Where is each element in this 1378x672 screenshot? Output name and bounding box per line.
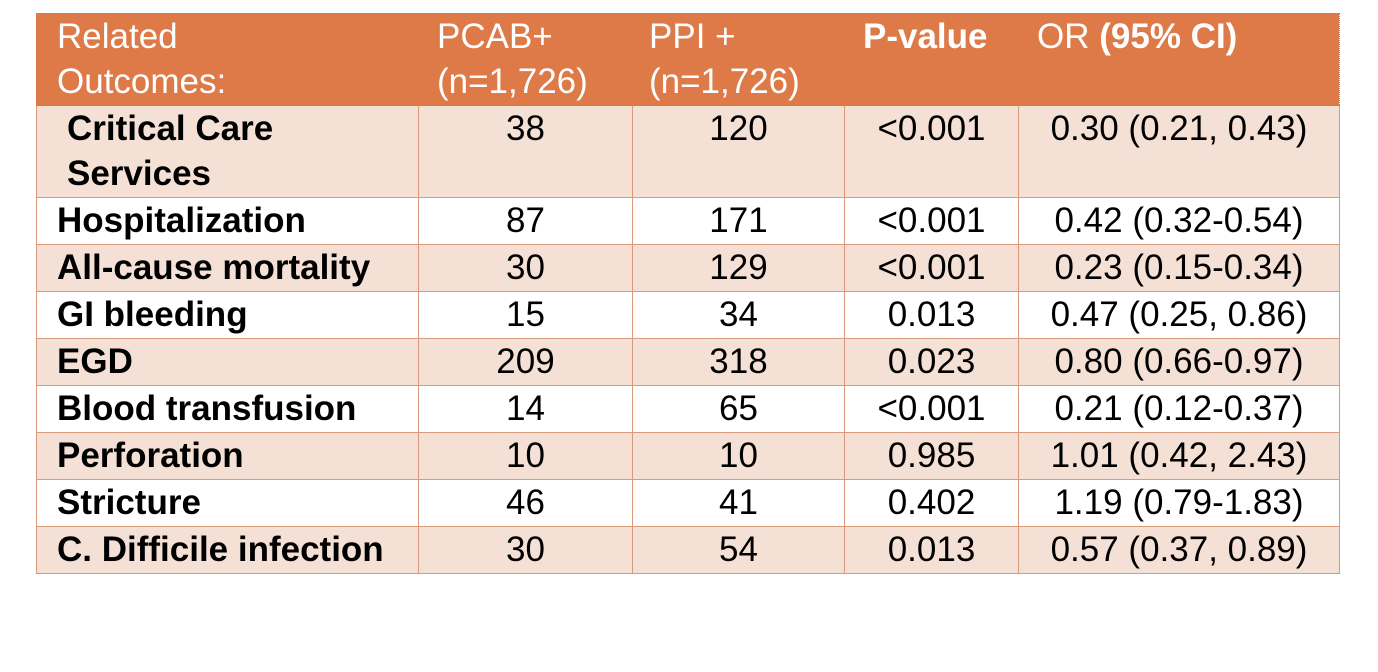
outcome-label: All-cause mortality bbox=[36, 244, 419, 292]
pcab-count: 30 bbox=[418, 244, 633, 292]
p-value: 0.023 bbox=[844, 338, 1019, 386]
outcome-label: Critical Care Services bbox=[36, 105, 419, 198]
ppi-count: 41 bbox=[632, 479, 845, 527]
header-related-outcomes-line1: Related bbox=[57, 17, 178, 56]
header-ppi: PPI + (n=1,726) bbox=[632, 13, 845, 106]
outcome-label: Stricture bbox=[36, 479, 419, 527]
outcome-label: Perforation bbox=[36, 432, 419, 480]
table-header: Related Outcomes: PCAB+ (n=1,726) PPI + … bbox=[36, 13, 1340, 106]
header-pcab-line2: (n=1,726) bbox=[437, 62, 588, 101]
odds-ratio: 0.23 (0.15-0.34) bbox=[1018, 244, 1340, 292]
ppi-count: 54 bbox=[632, 526, 845, 574]
outcome-label: Blood transfusion bbox=[36, 385, 419, 433]
ppi-count: 120 bbox=[632, 105, 845, 198]
header-related-outcomes-line2: Outcomes: bbox=[57, 62, 227, 101]
ppi-count: 171 bbox=[632, 197, 845, 245]
odds-ratio: 1.19 (0.79-1.83) bbox=[1018, 479, 1340, 527]
header-ppi-line1: PPI + bbox=[649, 17, 736, 56]
pcab-count: 14 bbox=[418, 385, 633, 433]
ppi-count: 129 bbox=[632, 244, 845, 292]
p-value: 0.402 bbox=[844, 479, 1019, 527]
header-ppi-line2: (n=1,726) bbox=[649, 62, 800, 101]
table-body: Critical Care Services 38 120 <0.001 0.3… bbox=[36, 105, 1340, 574]
odds-ratio: 0.57 (0.37, 0.89) bbox=[1018, 526, 1340, 574]
outcome-label: EGD bbox=[36, 338, 419, 386]
ppi-count: 10 bbox=[632, 432, 845, 480]
header-row: Related Outcomes: PCAB+ (n=1,726) PPI + … bbox=[36, 13, 1340, 106]
table-row: Blood transfusion 14 65 <0.001 0.21 (0.1… bbox=[36, 385, 1340, 433]
outcome-label: GI bleeding bbox=[36, 291, 419, 339]
odds-ratio: 0.30 (0.21, 0.43) bbox=[1018, 105, 1340, 198]
table-row: C. Difficile infection 30 54 0.013 0.57 … bbox=[36, 526, 1340, 574]
p-value: 0.013 bbox=[844, 291, 1019, 339]
table-row: All-cause mortality 30 129 <0.001 0.23 (… bbox=[36, 244, 1340, 292]
header-pcab-line1: PCAB+ bbox=[437, 17, 553, 56]
header-odds-ratio-prefix: OR bbox=[1037, 17, 1100, 56]
p-value: <0.001 bbox=[844, 244, 1019, 292]
outcome-label: C. Difficile infection bbox=[36, 526, 419, 574]
table-row: Hospitalization 87 171 <0.001 0.42 (0.32… bbox=[36, 197, 1340, 245]
header-pcab: PCAB+ (n=1,726) bbox=[418, 13, 633, 106]
odds-ratio: 1.01 (0.42, 2.43) bbox=[1018, 432, 1340, 480]
p-value: <0.001 bbox=[844, 105, 1019, 198]
header-p-value-label: P-value bbox=[863, 17, 988, 56]
pcab-count: 87 bbox=[418, 197, 633, 245]
outcome-label: Hospitalization bbox=[36, 197, 419, 245]
odds-ratio: 0.80 (0.66-0.97) bbox=[1018, 338, 1340, 386]
header-odds-ratio-ci: (95% CI) bbox=[1099, 17, 1238, 56]
p-value: 0.985 bbox=[844, 432, 1019, 480]
odds-ratio: 0.47 (0.25, 0.86) bbox=[1018, 291, 1340, 339]
pcab-count: 15 bbox=[418, 291, 633, 339]
header-related-outcomes: Related Outcomes: bbox=[36, 13, 419, 106]
pcab-count: 10 bbox=[418, 432, 633, 480]
p-value: <0.001 bbox=[844, 197, 1019, 245]
ppi-count: 318 bbox=[632, 338, 845, 386]
pcab-count: 209 bbox=[418, 338, 633, 386]
header-p-value: P-value bbox=[844, 13, 1019, 106]
table-row: GI bleeding 15 34 0.013 0.47 (0.25, 0.86… bbox=[36, 291, 1340, 339]
pcab-count: 46 bbox=[418, 479, 633, 527]
ppi-count: 65 bbox=[632, 385, 845, 433]
ppi-count: 34 bbox=[632, 291, 845, 339]
table-row: Stricture 46 41 0.402 1.19 (0.79-1.83) bbox=[36, 479, 1340, 527]
table-row: Critical Care Services 38 120 <0.001 0.3… bbox=[36, 105, 1340, 198]
p-value: <0.001 bbox=[844, 385, 1019, 433]
pcab-count: 30 bbox=[418, 526, 633, 574]
table-row: EGD 209 318 0.023 0.80 (0.66-0.97) bbox=[36, 338, 1340, 386]
pcab-count: 38 bbox=[418, 105, 633, 198]
odds-ratio: 0.21 (0.12-0.37) bbox=[1018, 385, 1340, 433]
table-row: Perforation 10 10 0.985 1.01 (0.42, 2.43… bbox=[36, 432, 1340, 480]
header-odds-ratio: OR (95% CI) bbox=[1018, 13, 1340, 106]
outcomes-table: Related Outcomes: PCAB+ (n=1,726) PPI + … bbox=[36, 13, 1340, 574]
odds-ratio: 0.42 (0.32-0.54) bbox=[1018, 197, 1340, 245]
p-value: 0.013 bbox=[844, 526, 1019, 574]
